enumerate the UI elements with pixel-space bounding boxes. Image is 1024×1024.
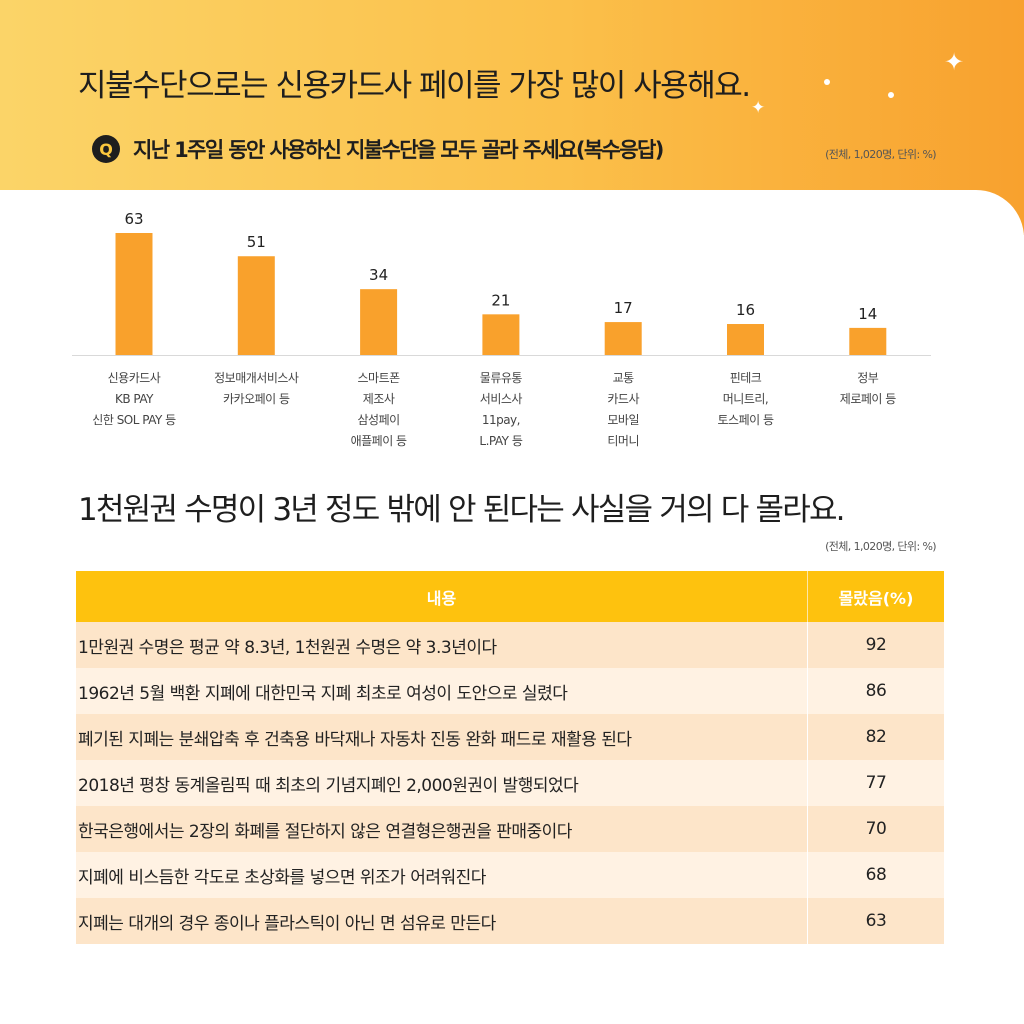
table-row: 폐기된 지폐는 분쇄압축 후 건축용 바닥재나 자동차 진동 완화 패드로 재활… — [76, 714, 944, 760]
bar — [482, 314, 520, 355]
row-text: 1962년 5월 백환 지폐에 대한민국 지폐 최초로 여성이 도안으로 실렸다 — [76, 668, 808, 714]
category-label-line: 제로페이 등 — [839, 392, 897, 406]
data-label: 17 — [614, 299, 633, 317]
row-value: 70 — [807, 806, 944, 852]
data-label: 63 — [124, 210, 143, 228]
row-text: 2018년 평창 동계올림픽 때 최초의 기념지폐인 2,000원권이 발행되었… — [76, 760, 808, 806]
bar — [727, 324, 764, 355]
table-header-row: 내용 몰랐음(%) — [76, 571, 944, 622]
data-label: 34 — [369, 266, 388, 284]
section-title-payment: 지불수단으로는 신용카드사 페이를 가장 많이 사용해요. — [78, 68, 751, 104]
category-label-line: 머니트리, — [722, 392, 769, 406]
category-label-line: L.PAY 등 — [479, 434, 523, 448]
category-label-line: 모바일 — [607, 413, 639, 427]
data-label: 16 — [736, 301, 755, 319]
question-text: 지난 1주일 동안 사용하신 지불수단을 모두 골라 주세요(복수응답) — [133, 138, 664, 162]
category-label-line: 카드사 — [607, 392, 639, 406]
category-label-line: 신용카드사 — [107, 371, 161, 385]
sample-note: (전체, 1,020명, 단위: %) — [825, 540, 937, 553]
category-label: 신용카드사 KB PAY 신한 SOL PAY 등 — [69, 368, 199, 431]
data-label: 21 — [491, 291, 510, 309]
row-value: 63 — [807, 898, 944, 944]
column-header-unaware: 몰랐음(%) — [807, 571, 944, 622]
table-row: 2018년 평창 동계올림픽 때 최초의 기념지폐인 2,000원권이 발행되었… — [76, 760, 944, 806]
banner-curve — [0, 190, 1024, 250]
category-label-line: 정부 — [857, 371, 879, 385]
row-value: 77 — [807, 760, 944, 806]
row-text: 지폐에 비스듬한 각도로 초상화를 넣으면 위조가 어려워진다 — [76, 852, 808, 898]
row-value: 92 — [807, 622, 944, 668]
table-row: 지폐는 대개의 경우 종이나 플라스틱이 아닌 면 섬유로 만든다 63 — [76, 898, 944, 944]
payment-bar-chart: 63 51 34 21 17 16 14 — [72, 210, 931, 356]
category-label-line: 애플페이 등 — [350, 434, 408, 448]
category-label-line: 서비스사 — [479, 392, 523, 406]
section-title-banknote: 1천원권 수명이 3년 정도 밖에 안 된다는 사실을 거의 다 몰라요. — [78, 492, 846, 528]
bar — [360, 289, 398, 355]
category-label-line: 핀테크 — [729, 371, 762, 385]
category-label-line: 11pay, — [481, 413, 521, 427]
row-text: 한국은행에서는 2장의 화폐를 절단하지 않은 연결형은행권을 판매중이다 — [76, 806, 808, 852]
awareness-table: 내용 몰랐음(%) 1만원권 수명은 평균 약 8.3년, 1천원권 수명은 약… — [76, 571, 944, 944]
row-value: 68 — [807, 852, 944, 898]
data-label: 51 — [247, 233, 266, 251]
row-text: 1만원권 수명은 평균 약 8.3년, 1천원권 수명은 약 3.3년이다 — [76, 622, 808, 668]
table-row: 지폐에 비스듬한 각도로 초상화를 넣으면 위조가 어려워진다 68 — [76, 852, 944, 898]
category-label-line: 스마트폰 — [357, 371, 401, 385]
category-label-line: 정보매개서비스사 — [214, 371, 299, 385]
survey-question: Q 지난 1주일 동안 사용하신 지불수단을 모두 골라 주세요(복수응답) — [92, 134, 664, 164]
category-label-line: 교통 — [612, 371, 635, 385]
bar — [237, 256, 275, 355]
category-label-line: 물류유통 — [479, 371, 523, 385]
bar — [115, 233, 153, 355]
table-row: 한국은행에서는 2장의 화폐를 절단하지 않은 연결형은행권을 판매중이다 70 — [76, 806, 944, 852]
bar — [849, 327, 887, 355]
category-label-line: 삼성페이 — [357, 413, 401, 427]
data-label: 14 — [858, 305, 877, 323]
category-label-line: 신한 SOL PAY 등 — [92, 413, 176, 427]
row-text: 폐기된 지폐는 분쇄압축 후 건축용 바닥재나 자동차 진동 완화 패드로 재활… — [76, 714, 808, 760]
sparkle-dot — [888, 92, 894, 98]
sparkle-dot — [824, 79, 830, 85]
table-row: 1962년 5월 백환 지폐에 대한민국 지폐 최초로 여성이 도안으로 실렸다… — [76, 668, 944, 714]
row-value: 86 — [807, 668, 944, 714]
bar — [604, 322, 642, 355]
table-row: 1만원권 수명은 평균 약 8.3년, 1천원권 수명은 약 3.3년이다 92 — [76, 622, 944, 668]
row-value: 82 — [807, 714, 944, 760]
category-label-line: 티머니 — [607, 434, 639, 448]
category-label-line: 카카오페이 등 — [223, 392, 290, 406]
category-label-line: 제조사 — [362, 392, 395, 406]
category-label-line: 토스페이 등 — [717, 413, 774, 427]
column-header-content: 내용 — [76, 571, 808, 622]
sparkle-icon: ✦ — [751, 98, 766, 118]
row-text: 지폐는 대개의 경우 종이나 플라스틱이 아닌 면 섬유로 만든다 — [76, 898, 808, 944]
question-badge-icon: Q — [92, 135, 120, 163]
sample-note: (전체, 1,020명, 단위: %) — [825, 148, 937, 161]
category-label-line: KB PAY — [115, 392, 154, 406]
sparkle-icon: ✦ — [944, 48, 965, 76]
